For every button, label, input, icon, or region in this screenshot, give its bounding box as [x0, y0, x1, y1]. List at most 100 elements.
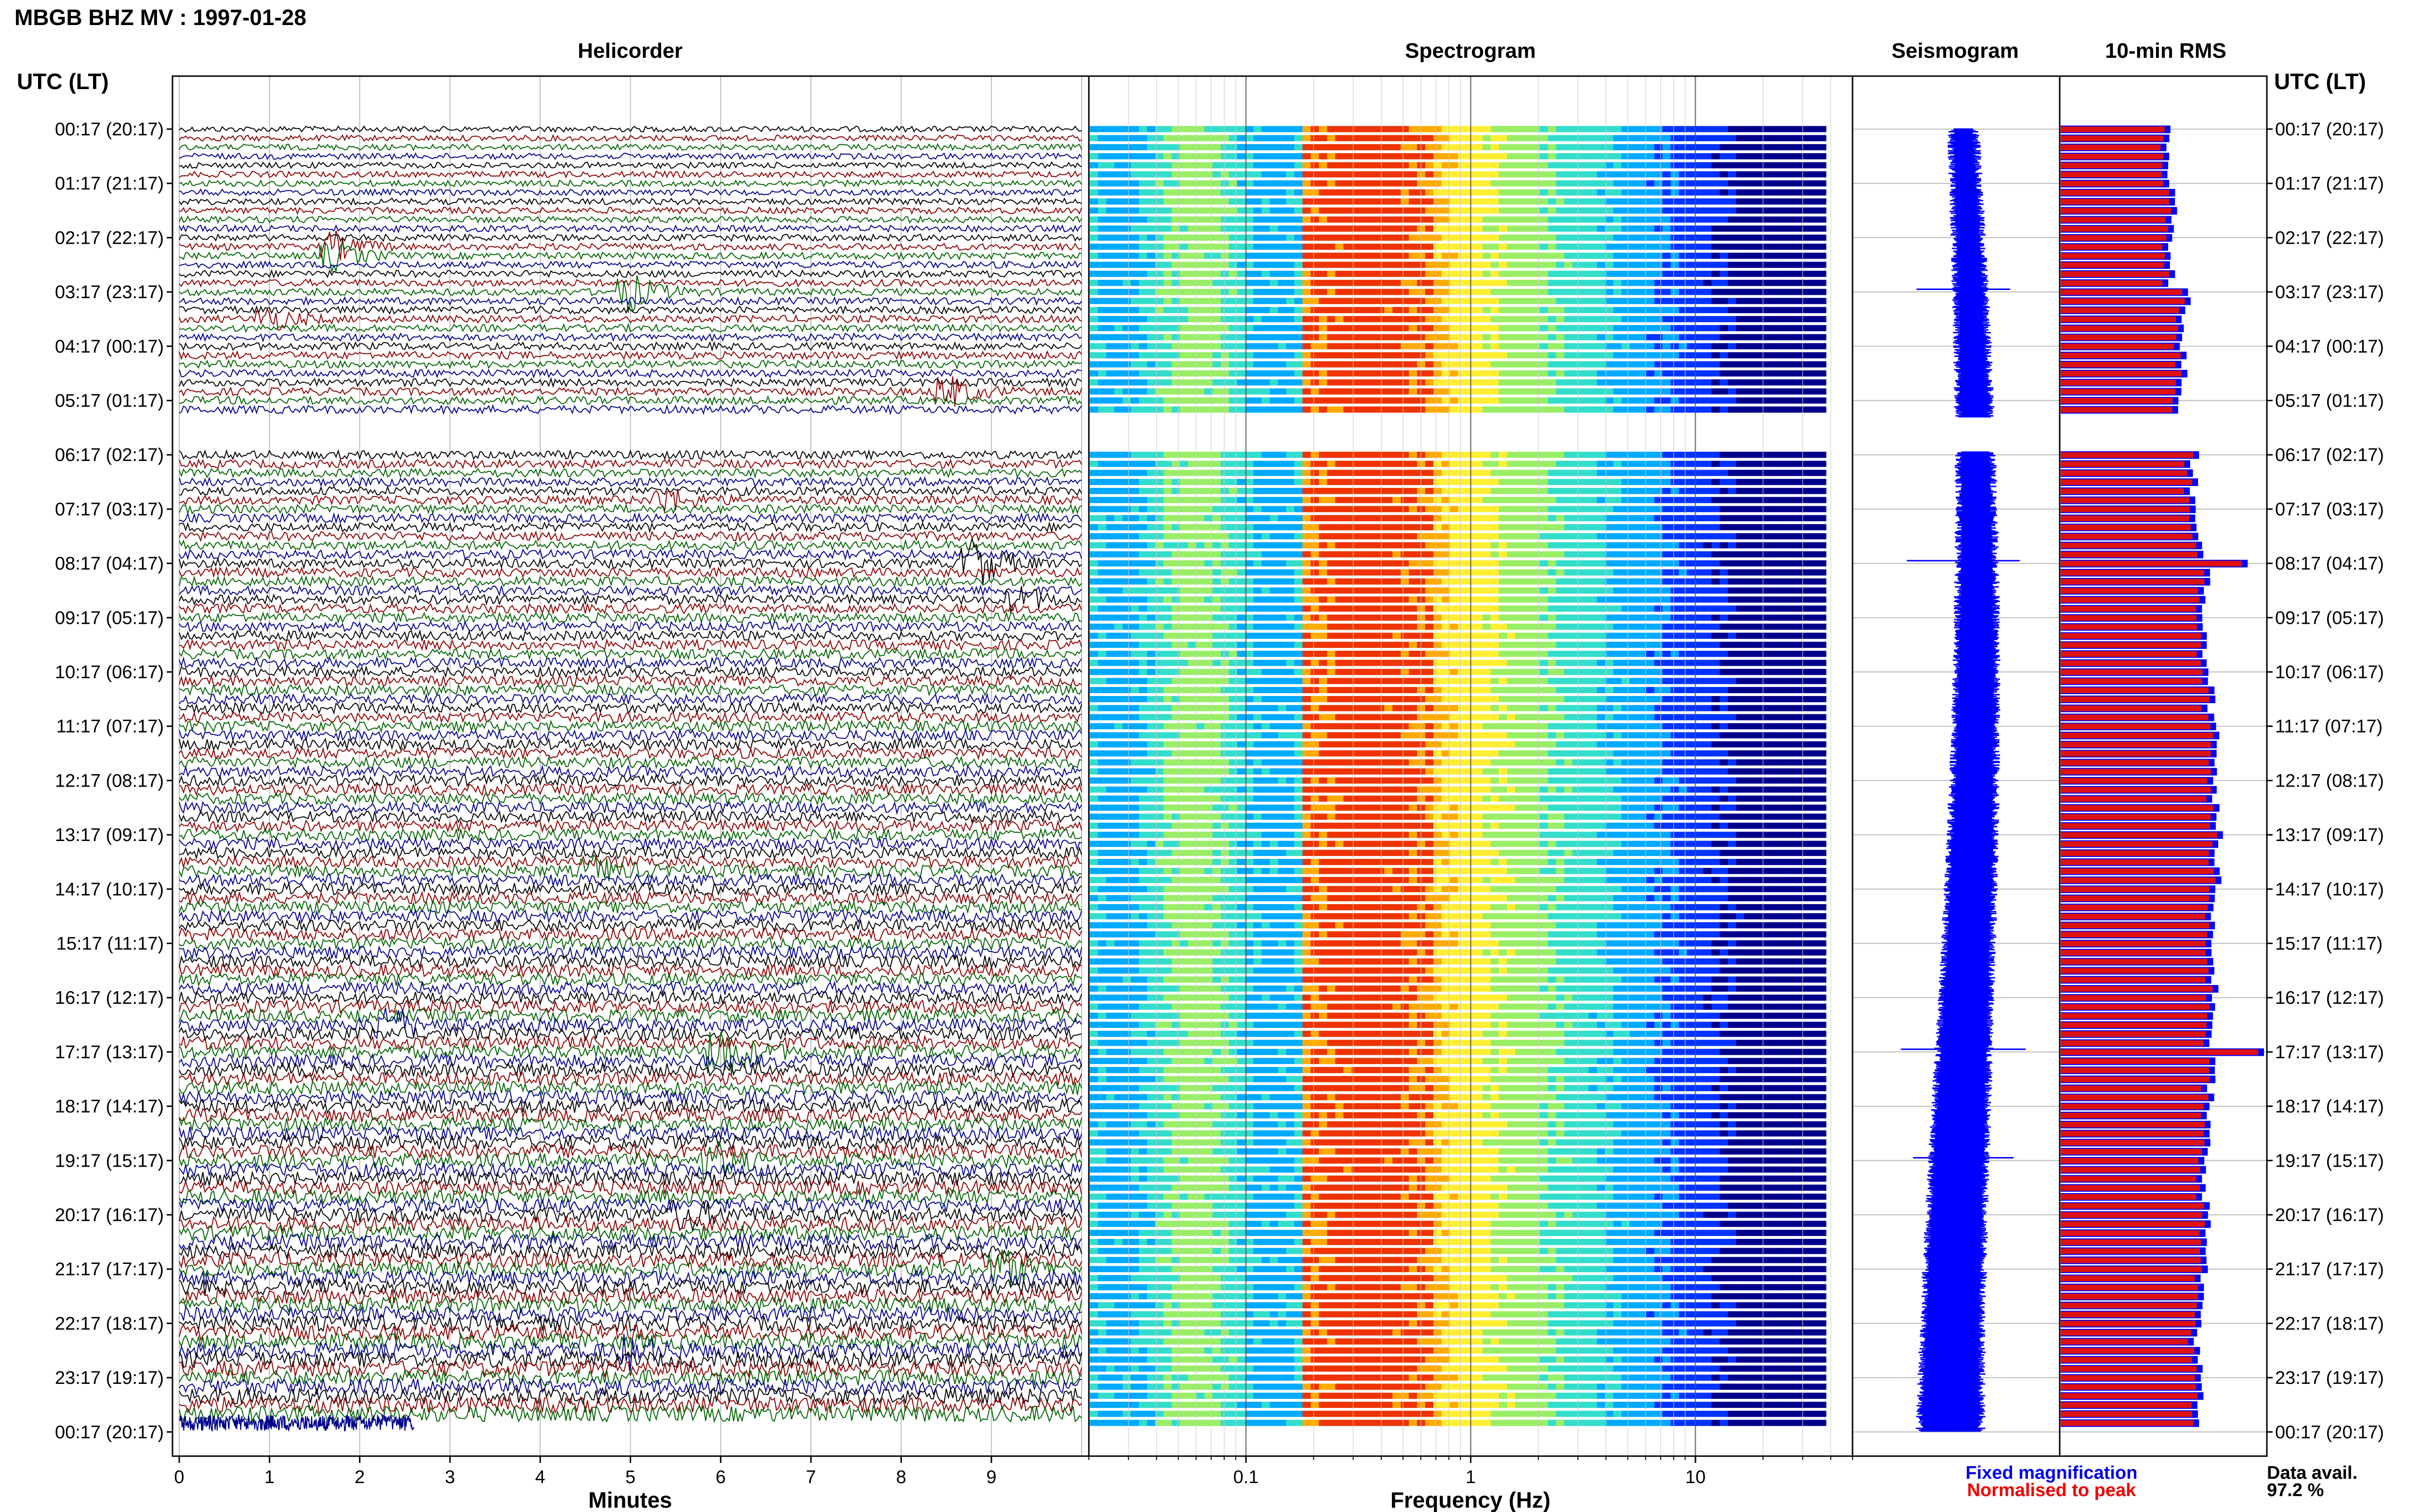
spectrogram-cell — [1122, 171, 1131, 178]
spectrogram-cell — [1769, 605, 1777, 612]
spectrogram-cell — [1605, 497, 1614, 503]
spectrogram-cell — [1270, 243, 1279, 250]
spectrogram-cell — [1810, 506, 1818, 513]
spectrogram-cell — [1106, 252, 1115, 259]
spectrogram-cell — [1163, 252, 1172, 259]
helicorder-trace — [179, 1233, 1082, 1251]
spectrogram-cell — [1638, 352, 1647, 358]
spectrogram-cell — [1130, 298, 1139, 304]
spectrogram-cell — [1106, 370, 1115, 377]
spectrogram-cell — [1515, 632, 1524, 639]
spectrogram-cell — [1818, 279, 1827, 286]
spectrogram-cell — [1098, 487, 1107, 494]
spectrogram-cell — [1335, 542, 1344, 549]
spectrogram-cell — [1523, 361, 1532, 368]
spectrogram-cell — [1270, 460, 1279, 467]
spectrogram-cell — [1564, 162, 1573, 169]
spectrogram-cell — [1368, 370, 1377, 377]
spectrogram-cell — [1343, 623, 1352, 630]
spectrogram-cell — [1090, 262, 1099, 268]
spectrogram-cell — [1106, 279, 1115, 286]
spectrogram-cell — [1548, 225, 1557, 232]
spectrogram-cell — [1629, 497, 1639, 503]
spectrogram-cell — [1793, 279, 1802, 286]
spectrogram-cell — [1572, 243, 1581, 250]
spectrogram-cell — [1564, 569, 1573, 576]
spectrogram-cell — [1548, 479, 1557, 485]
spectrogram-cell — [1720, 289, 1728, 295]
spectrogram-cell — [1695, 207, 1704, 214]
spectrogram-cell — [1351, 470, 1360, 476]
spectrogram-cell — [1605, 189, 1614, 196]
spectrogram-cell — [1777, 307, 1786, 314]
spectrogram-cell — [1498, 560, 1508, 566]
spectrogram-cell — [1245, 334, 1254, 341]
spectrogram-cell — [1490, 524, 1499, 530]
spectrogram-cell — [1409, 361, 1417, 368]
spectrogram-cell — [1597, 506, 1606, 513]
spectrogram-cell — [1793, 487, 1802, 494]
spectrogram-cell — [1507, 460, 1516, 467]
spectrogram-cell — [1196, 506, 1205, 513]
spectrogram-cell — [1351, 180, 1360, 187]
spectrogram-cell — [1605, 596, 1614, 603]
spectrogram-cell — [1360, 216, 1368, 223]
helicorder-trace — [179, 341, 1082, 352]
spectrogram-cell — [1130, 460, 1139, 467]
spectrogram-cell — [1548, 451, 1557, 458]
spectrogram-cell — [1736, 171, 1745, 178]
spectrogram-cell — [1564, 379, 1573, 386]
spectrogram-cell — [1548, 605, 1557, 612]
spectrogram-cell — [1474, 614, 1483, 621]
spectrogram-cell — [1294, 235, 1303, 241]
spectrogram-cell — [1376, 379, 1385, 386]
spectrogram-cell — [1458, 560, 1467, 566]
spectrogram-cell — [1179, 497, 1189, 503]
spectrogram-cell — [1270, 198, 1279, 205]
spectrogram-cell — [1409, 596, 1417, 603]
spectrogram-cell — [1450, 352, 1458, 358]
spectrogram-cell — [1752, 279, 1761, 286]
spectrogram-cell — [1810, 497, 1818, 503]
spectrogram-cell — [1442, 623, 1450, 630]
spectrogram-cell — [1498, 470, 1508, 476]
spectrogram-cell — [1220, 533, 1230, 539]
spectrogram-cell — [1278, 605, 1287, 612]
spectrogram-cell — [1629, 298, 1639, 304]
spectrogram-cell — [1769, 243, 1777, 250]
spectrogram-cell — [1572, 614, 1581, 621]
spectrogram-cell — [1777, 343, 1786, 350]
spectrogram-cell — [1327, 180, 1336, 187]
spectrogram-cell — [1401, 587, 1409, 594]
spectrogram-cell — [1114, 334, 1123, 341]
spectrogram-cell — [1679, 243, 1687, 250]
spectrogram-cell — [1138, 569, 1148, 576]
spectrogram-cell — [1090, 406, 1099, 413]
spectrogram-cell — [1319, 262, 1327, 268]
spectrogram-cell — [1286, 388, 1295, 395]
spectrogram-cell — [1703, 524, 1712, 530]
spectrogram-cell — [1417, 370, 1426, 377]
spectrogram-cell — [1163, 479, 1172, 485]
spectrogram-cell — [1670, 352, 1679, 358]
spectrogram-cell — [1810, 271, 1818, 277]
spectrogram-cell — [1425, 487, 1434, 494]
spectrogram-cell — [1335, 560, 1344, 566]
spectrogram-cell — [1720, 235, 1728, 241]
spectrogram-cell — [1646, 470, 1655, 476]
helicorder-trace — [179, 1287, 1082, 1306]
spectrogram-cell — [1442, 252, 1450, 259]
spectrogram-cell — [1327, 578, 1336, 585]
spectrogram-cell — [1548, 207, 1557, 214]
spectrogram-cell — [1368, 252, 1377, 259]
spectrogram-cell — [1270, 343, 1279, 350]
spectrogram-cell — [1090, 623, 1099, 630]
spectrogram-cell — [1335, 551, 1344, 558]
spectrogram-cell — [1490, 307, 1499, 314]
spectrogram-cell — [1351, 153, 1360, 159]
spectrogram-cell — [1450, 497, 1458, 503]
spectrogram-cell — [1302, 171, 1311, 178]
helicorder-trace — [179, 656, 1082, 670]
spectrogram-cell — [1736, 316, 1745, 322]
spectrogram-cell — [1196, 614, 1205, 621]
